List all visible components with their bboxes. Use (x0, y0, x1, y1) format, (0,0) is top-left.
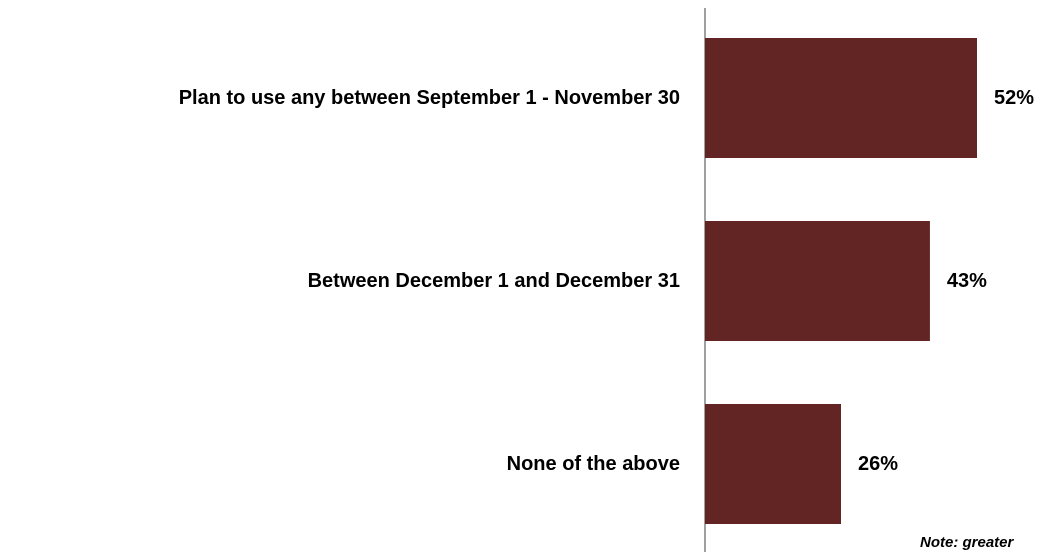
bar-1 (705, 38, 977, 158)
category-label-1: Plan to use any between September 1 - No… (179, 87, 680, 109)
value-label-1: 52% (994, 87, 1034, 109)
category-label-2: Between December 1 and December 31 (308, 270, 680, 292)
value-label-2: 43% (947, 270, 987, 292)
bar-2 (705, 221, 930, 341)
note-text: Note: greater (920, 534, 1015, 551)
category-label-3: None of the above (507, 453, 680, 475)
category-labels-group: Plan to use any between September 1 - No… (179, 87, 680, 475)
bar-3 (705, 404, 841, 524)
value-labels-group: 52% 43% 26% (858, 87, 1034, 475)
value-label-3: 26% (858, 453, 898, 475)
bars-group (705, 38, 977, 524)
